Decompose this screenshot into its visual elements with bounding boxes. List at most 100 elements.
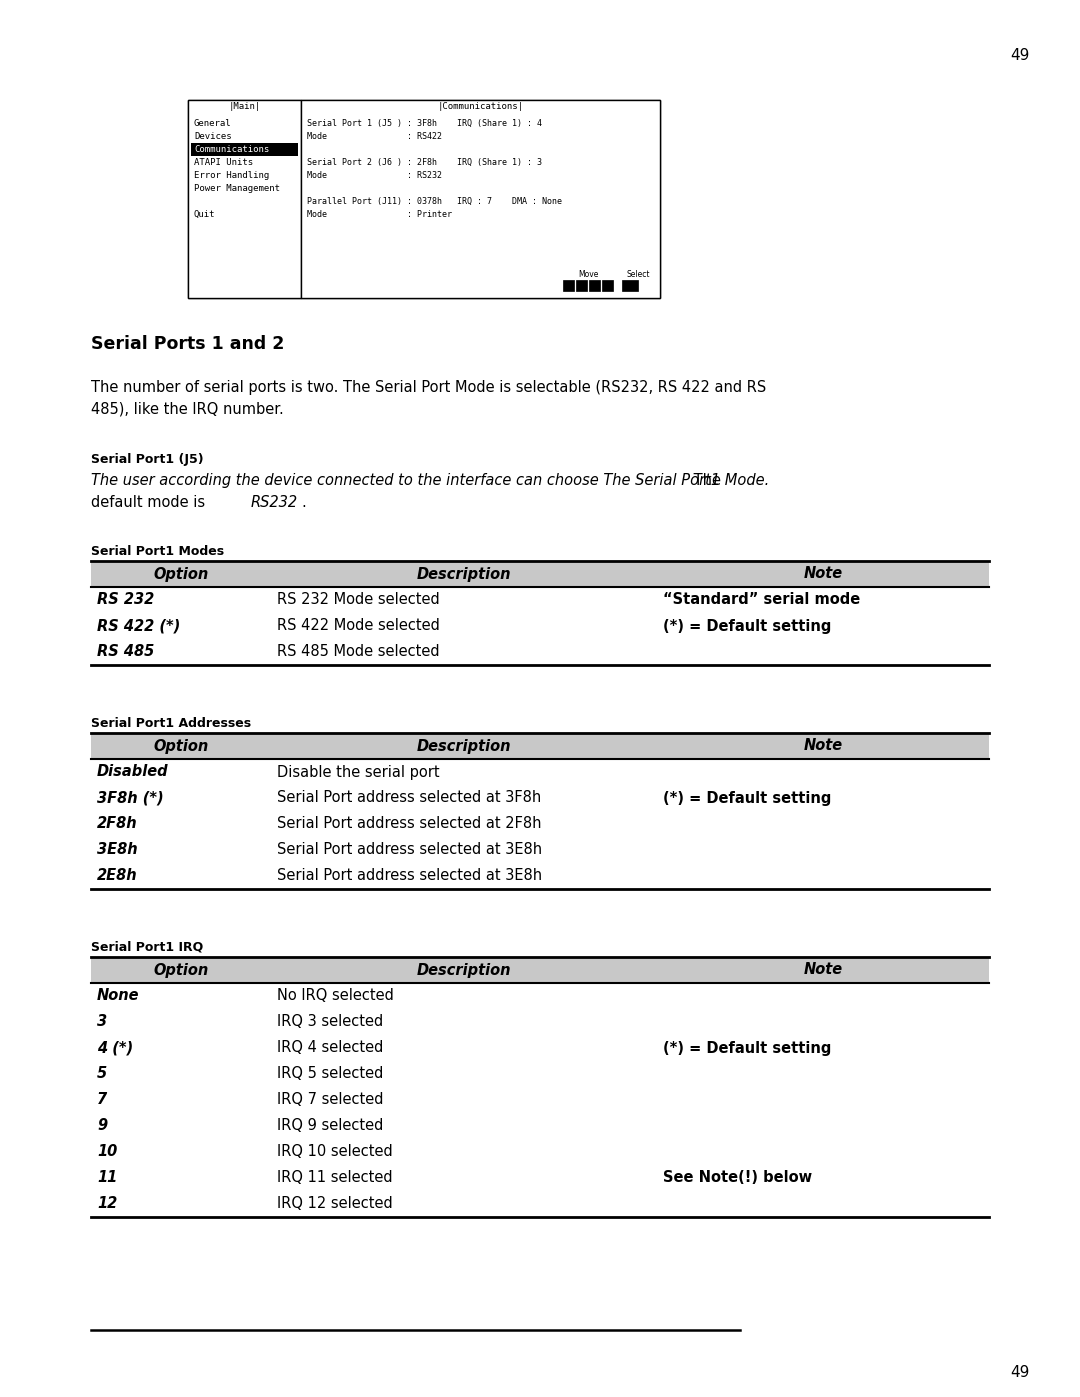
Text: Description: Description xyxy=(417,739,511,753)
Text: (*) = Default setting: (*) = Default setting xyxy=(663,791,832,806)
Text: Option: Option xyxy=(153,963,208,978)
Text: Serial Port address selected at 3F8h: Serial Port address selected at 3F8h xyxy=(276,791,541,806)
Text: Option: Option xyxy=(153,739,208,753)
Text: IRQ 10 selected: IRQ 10 selected xyxy=(276,1144,392,1160)
Bar xyxy=(91,837,989,863)
Bar xyxy=(91,613,989,638)
Text: “Standard” serial mode: “Standard” serial mode xyxy=(663,592,860,608)
Text: Quit: Quit xyxy=(194,210,216,219)
Text: 7: 7 xyxy=(97,1092,107,1108)
Text: IRQ 7 selected: IRQ 7 selected xyxy=(276,1092,383,1108)
Bar xyxy=(188,101,301,298)
Text: IRQ 5 selected: IRQ 5 selected xyxy=(276,1066,383,1081)
Bar xyxy=(91,957,989,983)
Text: Power Management: Power Management xyxy=(194,184,280,193)
Bar xyxy=(191,142,298,156)
Text: Mode                : RS422: Mode : RS422 xyxy=(307,131,442,141)
Text: RS 485 Mode selected: RS 485 Mode selected xyxy=(276,644,440,659)
Text: 2E8h: 2E8h xyxy=(97,869,137,883)
Text: Option: Option xyxy=(153,567,208,581)
Text: IRQ 9 selected: IRQ 9 selected xyxy=(276,1119,383,1133)
Text: Serial Port1 IRQ: Serial Port1 IRQ xyxy=(91,942,203,954)
Text: ATAPI Units: ATAPI Units xyxy=(194,158,253,168)
Bar xyxy=(91,1035,989,1060)
Bar xyxy=(91,638,989,665)
Text: |Main|: |Main| xyxy=(228,102,260,110)
Text: RS 485: RS 485 xyxy=(97,644,154,659)
Text: See Note(!) below: See Note(!) below xyxy=(663,1171,812,1186)
Text: 3F8h (*): 3F8h (*) xyxy=(97,791,164,806)
Bar xyxy=(91,812,989,837)
Bar xyxy=(91,1139,989,1165)
Bar xyxy=(602,279,613,291)
Bar xyxy=(91,733,989,759)
Text: Mode                : Printer: Mode : Printer xyxy=(307,210,453,219)
Text: Note: Note xyxy=(804,739,842,753)
Text: Error Handling: Error Handling xyxy=(194,170,269,180)
Bar xyxy=(91,1113,989,1139)
Text: Disable the serial port: Disable the serial port xyxy=(276,764,440,780)
Text: None: None xyxy=(97,989,139,1003)
Text: Communications: Communications xyxy=(194,145,269,154)
Bar xyxy=(91,1009,989,1035)
Bar xyxy=(91,587,989,613)
Bar xyxy=(91,983,989,1009)
Text: 2F8h: 2F8h xyxy=(97,816,137,831)
Text: Disabled: Disabled xyxy=(97,764,168,780)
Bar xyxy=(91,863,989,888)
Bar xyxy=(301,101,660,298)
Text: default mode is: default mode is xyxy=(91,495,210,510)
Bar xyxy=(188,101,660,298)
Bar xyxy=(91,1087,989,1113)
Text: IRQ 4 selected: IRQ 4 selected xyxy=(276,1041,383,1056)
Text: 49: 49 xyxy=(1010,47,1029,63)
Text: |Communications|: |Communications| xyxy=(437,102,524,110)
Text: Serial Port address selected at 3E8h: Serial Port address selected at 3E8h xyxy=(276,869,542,883)
Text: The: The xyxy=(689,474,721,488)
Text: Serial Port1 (J5): Serial Port1 (J5) xyxy=(91,453,204,467)
Bar xyxy=(91,1060,989,1087)
Bar xyxy=(91,1192,989,1217)
Text: RS 232: RS 232 xyxy=(97,592,154,608)
Text: RS 232 Mode selected: RS 232 Mode selected xyxy=(276,592,440,608)
Text: Parallel Port (J11) : 0378h   IRQ : 7    DMA : None: Parallel Port (J11) : 0378h IRQ : 7 DMA … xyxy=(307,197,562,205)
Text: RS 422 Mode selected: RS 422 Mode selected xyxy=(276,619,440,633)
Text: Select: Select xyxy=(626,270,650,279)
Text: 3: 3 xyxy=(97,1014,107,1030)
Text: Serial Port address selected at 3E8h: Serial Port address selected at 3E8h xyxy=(276,842,542,858)
Text: General: General xyxy=(194,119,231,129)
Text: Description: Description xyxy=(417,963,511,978)
Text: 12: 12 xyxy=(97,1196,118,1211)
Text: The user according the device connected to the interface can choose The Serial P: The user according the device connected … xyxy=(91,474,769,488)
Text: .: . xyxy=(301,495,306,510)
Bar xyxy=(563,279,573,291)
Text: IRQ 12 selected: IRQ 12 selected xyxy=(276,1196,392,1211)
Text: Move: Move xyxy=(578,270,598,279)
Text: 485), like the IRQ number.: 485), like the IRQ number. xyxy=(91,402,284,416)
Text: 49: 49 xyxy=(1010,1365,1029,1380)
Text: Devices: Devices xyxy=(194,131,231,141)
Text: RS 422 (*): RS 422 (*) xyxy=(97,619,180,633)
Text: 9: 9 xyxy=(97,1119,107,1133)
Text: Note: Note xyxy=(804,963,842,978)
Bar xyxy=(91,562,989,587)
Bar xyxy=(91,1165,989,1192)
Text: Serial Port 1 (J5 ) : 3F8h    IRQ (Share 1) : 4: Serial Port 1 (J5 ) : 3F8h IRQ (Share 1)… xyxy=(307,119,542,129)
Text: Serial Port1 Addresses: Serial Port1 Addresses xyxy=(91,717,252,731)
Text: IRQ 3 selected: IRQ 3 selected xyxy=(276,1014,382,1030)
Bar xyxy=(576,279,588,291)
Text: Note: Note xyxy=(804,567,842,581)
Text: 10: 10 xyxy=(97,1144,118,1160)
Text: (*) = Default setting: (*) = Default setting xyxy=(663,1041,832,1056)
Text: Serial Port1 Modes: Serial Port1 Modes xyxy=(91,545,225,557)
Text: Mode                : RS232: Mode : RS232 xyxy=(307,170,442,180)
Bar xyxy=(91,785,989,812)
Text: 3E8h: 3E8h xyxy=(97,842,137,858)
Text: 5: 5 xyxy=(97,1066,107,1081)
Text: Serial Port address selected at 2F8h: Serial Port address selected at 2F8h xyxy=(276,816,541,831)
Text: IRQ 11 selected: IRQ 11 selected xyxy=(276,1171,392,1186)
Text: No IRQ selected: No IRQ selected xyxy=(276,989,393,1003)
Text: RS232: RS232 xyxy=(251,495,298,510)
Text: Serial Port 2 (J6 ) : 2F8h    IRQ (Share 1) : 3: Serial Port 2 (J6 ) : 2F8h IRQ (Share 1)… xyxy=(307,158,542,168)
Text: Description: Description xyxy=(417,567,511,581)
